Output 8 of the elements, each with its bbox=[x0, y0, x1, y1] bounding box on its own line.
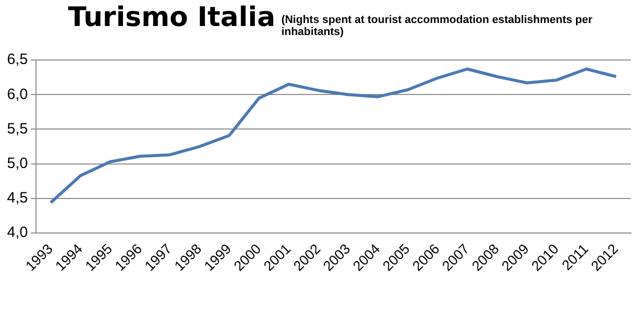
y-tick-label: 5,5 bbox=[6, 120, 28, 138]
y-tick-label: 4,0 bbox=[6, 224, 28, 242]
y-tick-label: 6,0 bbox=[6, 86, 28, 103]
chart-subtitle: (Nights spent at tourist accommodation establishments per inhabitants) bbox=[281, 14, 594, 38]
y-tick-label: 6,5 bbox=[6, 51, 28, 68]
y-tick-label: 4,5 bbox=[6, 190, 28, 207]
chart-title: Turismo Italia bbox=[68, 2, 276, 33]
y-tick-label: 5,0 bbox=[6, 155, 28, 172]
